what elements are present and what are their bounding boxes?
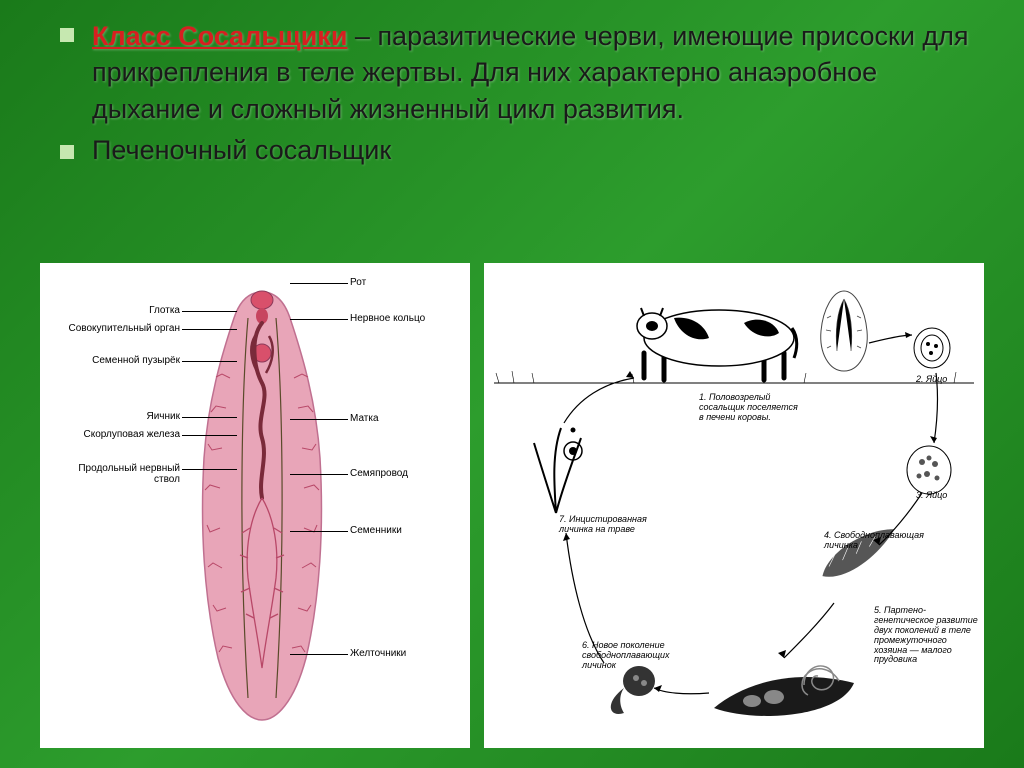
leader-line (290, 319, 348, 320)
anatomy-diagram: Глотка Совокупительный орган Семенной пузы… (40, 263, 470, 748)
fluke-svg (190, 288, 335, 723)
life-cycle-svg (484, 263, 984, 748)
leader-line (182, 329, 237, 330)
cercaria-icon (611, 666, 655, 714)
leader-line (290, 283, 348, 284)
bullet-marker (60, 28, 74, 42)
leader-line (290, 531, 348, 532)
leader-line (182, 435, 237, 436)
life-cycle-diagram: 1. Половозрелый сосальщик поселяется в п… (484, 263, 984, 748)
leader-line (182, 311, 237, 312)
leader-line (290, 474, 348, 475)
leader-line (182, 361, 237, 362)
cow-icon (637, 308, 797, 380)
anatomy-label-right: Нервное кольцо (350, 313, 460, 324)
cycle-step-label: 5. Партено- генетическое развитие двух п… (874, 606, 979, 665)
anatomy-label-right: Семенники (350, 525, 460, 536)
paragraph-subhead: Печеночный сосальщик (92, 135, 391, 166)
anatomy-label-left: Яичник (50, 411, 180, 422)
cycle-step-label: 6. Новое поколение свободноплавающих лич… (582, 641, 687, 671)
cycle-step-label: 3. Яйцо (916, 491, 947, 501)
term-highlight: Класс Сосальщики (92, 21, 347, 51)
paragraph-definition: Класс Сосальщики – паразитические черви,… (92, 18, 984, 127)
cycle-step-label: 7. Инцистированная личинка на траве (559, 515, 664, 535)
anatomy-label-right: Рот (350, 277, 460, 288)
anatomy-label-right: Матка (350, 413, 460, 424)
anatomy-label-left: Глотка (50, 305, 180, 316)
cycle-step-label: 1. Половозрелый сосальщик поселяется в п… (699, 393, 804, 423)
metacercaria-icon (534, 428, 582, 514)
leader-line (290, 654, 348, 655)
adult-fluke-icon (821, 291, 868, 371)
leader-line (290, 419, 348, 420)
snail-icon (714, 666, 854, 716)
leader-line (182, 417, 237, 418)
anatomy-label-left: Продольный нервный ствол (50, 463, 180, 485)
fluke-body-shape (190, 288, 335, 723)
anatomy-label-left: Скорлуповая железа (50, 429, 180, 440)
cycle-step-label: 2. Яйцо (916, 375, 947, 385)
bullet-item-2: Печеночный сосальщик (60, 135, 984, 166)
egg-3-icon (907, 446, 951, 494)
bullet-item-1: Класс Сосальщики – паразитические черви,… (60, 18, 984, 127)
anatomy-label-right: Желточники (350, 648, 460, 659)
anatomy-label-left: Совокупительный орган (50, 323, 180, 334)
figure-row: Глотка Совокупительный орган Семенной пузы… (40, 263, 984, 753)
anatomy-label-left: Семенной пузырёк (50, 355, 180, 366)
cycle-step-label: 4. Свободноплавающая личинка (824, 531, 929, 551)
anatomy-label-right: Семяпровод (350, 468, 460, 479)
leader-line (182, 469, 237, 470)
bullet-marker (60, 145, 74, 159)
egg-2-icon (914, 328, 950, 368)
